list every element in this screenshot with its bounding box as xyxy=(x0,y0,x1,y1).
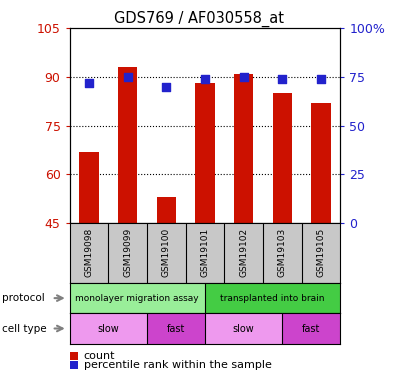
Text: percentile rank within the sample: percentile rank within the sample xyxy=(84,360,271,370)
Text: GSM19102: GSM19102 xyxy=(239,228,248,277)
Text: GSM19101: GSM19101 xyxy=(201,228,209,277)
Text: GSM19098: GSM19098 xyxy=(84,228,94,277)
Point xyxy=(125,74,131,80)
Text: transplanted into brain: transplanted into brain xyxy=(220,294,325,303)
Text: fast: fast xyxy=(302,324,320,333)
Bar xyxy=(157,197,176,223)
Bar xyxy=(282,313,340,344)
Bar xyxy=(273,93,292,223)
Bar xyxy=(70,313,147,344)
Text: fast: fast xyxy=(167,324,185,333)
Bar xyxy=(70,283,205,313)
Text: monolayer migration assay: monolayer migration assay xyxy=(76,294,199,303)
Point xyxy=(318,76,324,82)
Point xyxy=(163,84,170,90)
Text: slow: slow xyxy=(233,324,254,333)
Point xyxy=(86,80,92,86)
Text: cell type: cell type xyxy=(2,324,47,333)
Bar xyxy=(311,103,331,223)
Point xyxy=(240,74,247,80)
Bar xyxy=(234,74,253,223)
Bar xyxy=(79,152,99,223)
Point xyxy=(202,76,208,82)
Bar xyxy=(205,283,340,313)
Text: count: count xyxy=(84,351,115,361)
Point xyxy=(279,76,285,82)
Text: GSM19100: GSM19100 xyxy=(162,228,171,277)
Text: GSM19103: GSM19103 xyxy=(278,228,287,277)
Text: slow: slow xyxy=(98,324,119,333)
Bar xyxy=(147,313,205,344)
Text: GSM19105: GSM19105 xyxy=(316,228,326,277)
Text: GSM19099: GSM19099 xyxy=(123,228,132,277)
Text: GDS769 / AF030558_at: GDS769 / AF030558_at xyxy=(114,11,284,27)
Bar xyxy=(118,67,137,223)
Bar xyxy=(195,83,215,223)
Text: protocol: protocol xyxy=(2,293,45,303)
Bar xyxy=(205,313,282,344)
